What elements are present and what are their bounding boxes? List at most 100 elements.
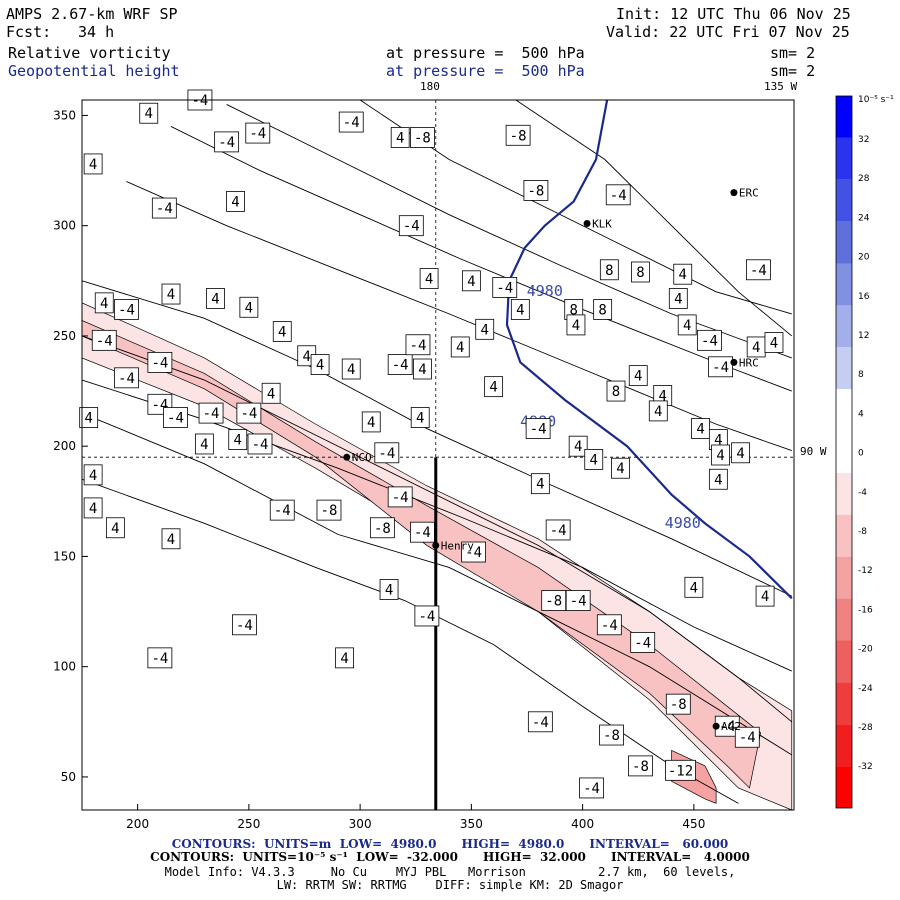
contour-label-box: -4 [247, 433, 273, 455]
contour-label-box: -4 [151, 197, 177, 219]
contour-label-value: -12 [668, 763, 693, 779]
contour-label-box: 4 [83, 153, 103, 175]
contour-label-value: 4 [316, 358, 324, 374]
contour-label-box: -4 [338, 111, 364, 133]
contour-label-value: 4 [714, 472, 722, 488]
contour-label-value: -4 [550, 523, 567, 539]
contour-label-box: 4 [341, 358, 361, 380]
contour-label-value: -4 [701, 333, 718, 349]
contour-label-box: 4 [684, 576, 704, 598]
station-henry: Henry [432, 539, 474, 552]
contour-label-value: 4 [489, 380, 497, 396]
contour-label-value: -4 [118, 302, 135, 318]
x-tick-label: 400 [571, 817, 594, 831]
colorbar-tick-label: -4 [858, 488, 867, 498]
contour-label-value: 8 [612, 384, 620, 400]
contour-label-value: 4 [89, 157, 97, 173]
height-contour-label: 4980 [527, 282, 563, 300]
station-label: AG2 [721, 720, 741, 733]
contour-label-box: 8 [606, 380, 626, 402]
contour-label-box: -4 [746, 259, 771, 281]
contour-label-value: 4 [714, 433, 722, 449]
contour-label-box: -4 [387, 354, 413, 375]
contour-label-box: -4 [214, 131, 240, 153]
colorbar-frame [835, 95, 853, 809]
contour-label-value: -4 [418, 609, 435, 625]
contour-label-value: -4 [634, 635, 651, 651]
contour-label-box: -4 [605, 184, 631, 206]
contour-label-value: -4 [96, 333, 113, 349]
contour-label-box: 4 [139, 102, 159, 124]
colorbar-segment [836, 640, 852, 683]
contour-label-box: -4 [236, 402, 262, 424]
contour-label-box: -4 [405, 334, 431, 356]
contour-label-value: 4 [536, 477, 544, 493]
colorbar-tick-label: -24 [858, 684, 873, 694]
height-contour-4980 [505, 100, 793, 600]
contour-label-box: 4 [206, 288, 225, 309]
contour-label-value: -4 [712, 360, 729, 376]
contour-label-box: -4 [147, 647, 173, 669]
colorbar-segment [836, 305, 852, 348]
vorticity-contour-5 [126, 181, 792, 452]
station-hrc: HRC [730, 356, 759, 369]
model-title: AMPS 2.67-km WRF SP [6, 5, 178, 23]
contour-label-value: -4 [739, 730, 756, 746]
contour-label-value: 8 [598, 302, 606, 318]
contour-label-box: 4 [566, 314, 586, 336]
contour-label-box: 4 [335, 647, 354, 669]
contour-label-box: 4 [272, 321, 292, 342]
contour-label-value: -4 [601, 618, 618, 634]
station-label: Henry [441, 539, 474, 552]
y-tick-label: 250 [53, 329, 76, 343]
contour-label-value: -4 [167, 411, 184, 427]
contour-label-value: 4 [367, 415, 375, 431]
vorticity-contour-8 [515, 100, 793, 337]
contour-label-value: -4 [496, 280, 513, 296]
footer-contours-vorticity: CONTOURS: UNITS=10⁻⁵ s⁻¹ LOW= -32.000 HI… [150, 850, 750, 864]
contour-label-value: 4 [347, 362, 355, 378]
contour-label-box: 4 [161, 528, 181, 550]
contour-label-box: -4 [714, 715, 740, 737]
contour-label-value: 4 [145, 106, 153, 122]
contour-label-box: -4 [114, 367, 139, 389]
contour-label-value: 4 [396, 130, 404, 146]
contour-label-box: 4 [361, 411, 381, 433]
contour-label-box: 4 [711, 444, 730, 466]
contour-label-value: 4 [654, 404, 662, 420]
contour-label-value: 4 [211, 291, 219, 307]
contour-label-box: -4 [91, 329, 117, 351]
colorbar-unit: 10⁻⁵ s⁻¹ [858, 95, 894, 105]
contour-label-value: -8 [527, 183, 544, 199]
vorticity-contour-9 [359, 100, 792, 315]
contour-label-box: 4 [83, 497, 103, 519]
contour-label-value: -4 [156, 201, 173, 217]
contour-label-value: 4 [385, 583, 393, 599]
contour-label-value: 4 [278, 325, 286, 341]
station-klk: KLK [583, 217, 612, 230]
contour-label-value: 4 [516, 302, 524, 318]
contour-label-value: 4 [456, 340, 464, 356]
colorbar-segment [836, 137, 852, 180]
colorbar-segment [836, 556, 852, 599]
contour-label-value: -4 [274, 503, 291, 519]
station-marker [730, 358, 738, 366]
contour-label-box: 4 [708, 429, 728, 450]
field2-pressure: at pressure = 500 hPa [386, 62, 585, 80]
contour-label-value: 4 [572, 318, 580, 334]
contour-label-value: -4 [532, 715, 549, 731]
contour-label-box: -8 [369, 517, 395, 539]
contour-label-value: -4 [530, 422, 547, 438]
contour-label-value: -4 [392, 358, 409, 374]
contour-label-box: 4 [691, 418, 710, 439]
contour-label-box: -4 [147, 351, 173, 373]
contour-label-value: 4 [416, 411, 424, 427]
colorbar-tick-label: 0 [858, 449, 864, 459]
colorbar-tick-label: 20 [858, 253, 870, 263]
footer-physics-info: LW: RRTM SW: RRTMG DIFF: simple KM: 2D S… [276, 878, 624, 892]
contour-label-value: -4 [719, 719, 736, 735]
contour-label-box: -12 [665, 759, 696, 781]
contour-label-box: 4 [228, 429, 248, 450]
y-tick-label: 350 [53, 108, 76, 122]
lat-label-90w: 90 W [800, 445, 827, 458]
